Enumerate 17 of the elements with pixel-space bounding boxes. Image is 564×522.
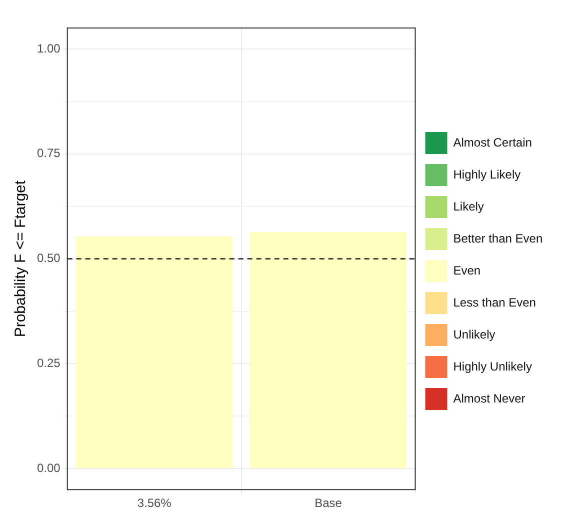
- y-tick-label: 0.50: [36, 251, 61, 266]
- y-tick-label: 0.75: [36, 146, 61, 160]
- legend-label: Even: [453, 263, 481, 278]
- legend-label: Highly Likely: [453, 167, 521, 182]
- legend-label: Highly Unlikely: [453, 359, 532, 374]
- legend-label: Less than Even: [453, 295, 536, 310]
- legend-label: Almost Certain: [453, 135, 532, 150]
- legend-label: Better than Even: [453, 231, 543, 246]
- legend-label: Unlikely: [453, 327, 496, 342]
- legend-label: Likely: [453, 199, 484, 214]
- x-tick-label: Base: [314, 496, 342, 510]
- y-tick-label: 0.00: [36, 460, 61, 475]
- y-tick-label: 0.25: [36, 356, 61, 370]
- x-tick-label: 3.56%: [137, 496, 172, 510]
- legend-label: Almost Never: [453, 391, 526, 406]
- y-axis-title: Probability F <= Ftarget: [12, 180, 30, 338]
- y-tick-label: 1.00: [36, 41, 61, 56]
